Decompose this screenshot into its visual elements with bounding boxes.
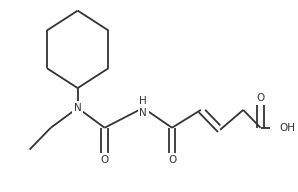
Text: O: O <box>257 93 265 103</box>
Text: N: N <box>74 103 82 113</box>
Text: H
N: H N <box>139 96 147 118</box>
Text: O: O <box>100 155 109 165</box>
Text: OH: OH <box>280 123 296 133</box>
Text: O: O <box>168 155 176 165</box>
